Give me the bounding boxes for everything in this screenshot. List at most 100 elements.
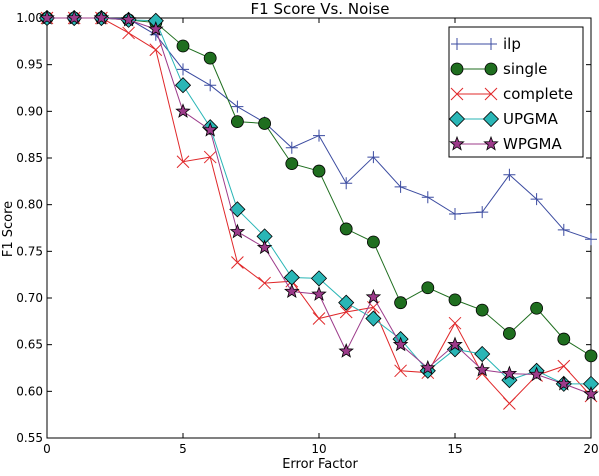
data-point (93, 10, 110, 25)
legend-item: ilp (451, 35, 521, 53)
data-point (231, 256, 244, 269)
data-point (174, 77, 192, 94)
data-point (394, 180, 407, 193)
data-point (528, 366, 545, 382)
legend-item: complete (450, 85, 573, 103)
data-point (176, 155, 190, 169)
data-point (448, 293, 462, 307)
data-point (313, 129, 325, 142)
data-point (284, 283, 300, 299)
data-point (66, 10, 82, 25)
data-point (394, 364, 407, 378)
legend-marker (482, 110, 500, 128)
data-point (421, 191, 434, 204)
y-tick-label: 0.85 (16, 151, 43, 165)
data-point (311, 286, 327, 301)
legend-marker (483, 135, 499, 151)
data-point (258, 276, 271, 290)
legend-marker (450, 87, 464, 101)
legend-label: UPGMA (503, 110, 559, 128)
data-point (339, 222, 353, 236)
data-point (149, 43, 163, 57)
data-point (557, 223, 570, 236)
data-point (230, 115, 244, 128)
data-point (365, 310, 382, 327)
data-point (202, 121, 218, 137)
data-point (503, 168, 516, 181)
data-point (502, 327, 516, 340)
data-point (177, 63, 189, 76)
legend: ilp single complete UPGMA WPGMA (448, 26, 584, 158)
data-point (503, 397, 516, 410)
data-point (367, 151, 380, 164)
data-point (474, 345, 491, 363)
data-point (312, 312, 326, 325)
y-tick-label: 0.70 (16, 291, 43, 305)
legend-box (448, 26, 584, 158)
data-point (285, 157, 299, 171)
plot-area: 0 5 10 15 20 0.55 0.60 0.65 0.70 0.75 0.80 0.85 0.90… (16, 10, 599, 456)
data-point (203, 150, 217, 164)
legend-item: single (450, 60, 547, 78)
data-point (229, 223, 246, 239)
data-point (557, 359, 571, 373)
data-point (392, 336, 409, 352)
legend-label: WPGMA (503, 135, 562, 153)
data-point (175, 103, 191, 118)
data-point (338, 343, 354, 358)
data-point (394, 296, 408, 310)
data-point (204, 79, 217, 92)
data-point (421, 281, 435, 295)
data-point (476, 206, 489, 219)
chart-title: F1 Score Vs. Noise (251, 0, 390, 18)
data-point (122, 26, 135, 40)
data-point (448, 316, 462, 330)
data-point (338, 294, 355, 311)
data-point (420, 359, 436, 375)
data-point (446, 341, 464, 358)
y-tick-label: 0.65 (16, 338, 43, 352)
data-point (258, 117, 272, 130)
x-tick-label: 20 (583, 442, 598, 456)
legend-item: WPGMA (449, 135, 562, 153)
legend-label: complete (503, 85, 573, 103)
data-point (231, 100, 244, 113)
data-point (120, 11, 137, 27)
data-point (340, 177, 353, 190)
legend-marker (484, 87, 498, 101)
x-tick-label: 10 (311, 442, 326, 456)
data-point (39, 10, 55, 25)
data-point (530, 301, 543, 315)
data-point (312, 164, 326, 178)
data-point (366, 235, 380, 249)
data-point (557, 332, 571, 346)
y-tick-label: 0.55 (16, 431, 43, 445)
data-point (285, 141, 298, 154)
data-point (501, 372, 518, 389)
data-point (585, 233, 597, 246)
y-tick-label: 0.95 (16, 58, 43, 72)
legend-marker (450, 62, 464, 76)
y-tick-label: 0.60 (16, 384, 43, 398)
y-tick-label: 0.80 (16, 198, 43, 212)
x-tick-label: 15 (447, 442, 462, 456)
data-point (583, 385, 599, 401)
legend-marker (484, 62, 498, 76)
legend-item: UPGMA (448, 110, 559, 128)
x-axis-label: Error Factor (282, 457, 358, 471)
legend-marker (485, 38, 497, 50)
data-point (584, 349, 598, 363)
data-point (148, 21, 164, 36)
legend-label: ilp (503, 35, 521, 53)
y-tick-label: 0.75 (16, 244, 43, 258)
data-point (365, 288, 382, 304)
data-point (556, 375, 572, 391)
data-point (310, 270, 328, 287)
legend-marker (449, 135, 465, 151)
data-point (203, 51, 217, 65)
data-point (256, 239, 273, 255)
data-point (501, 365, 518, 381)
data-point (339, 305, 353, 319)
